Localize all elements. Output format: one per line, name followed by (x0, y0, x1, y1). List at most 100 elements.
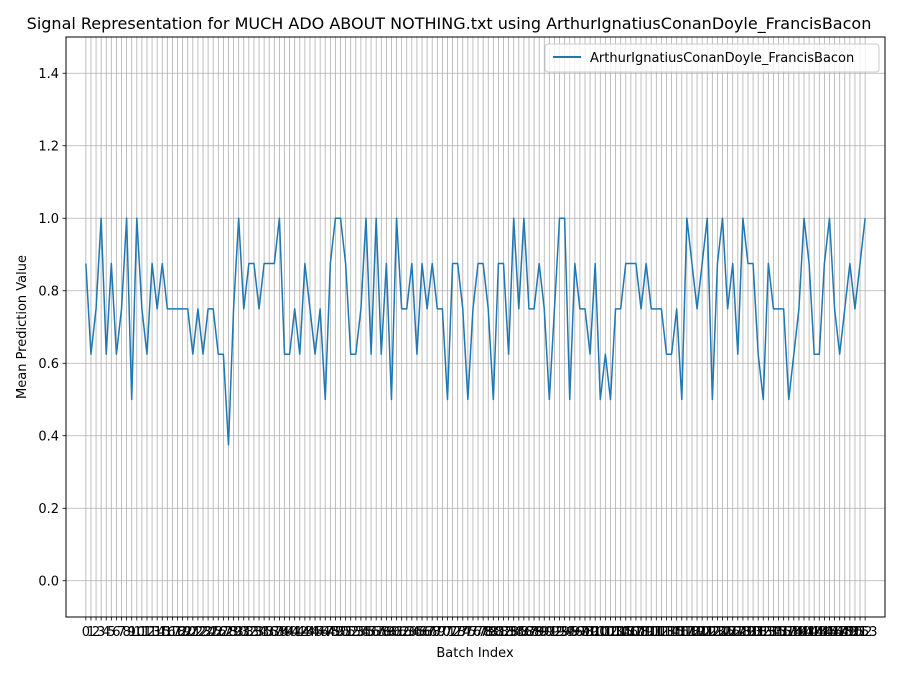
x-tick-label: 37 (266, 625, 283, 640)
x-tick-label: 54 (353, 625, 370, 640)
x-tick-label: 76 (465, 625, 482, 640)
x-tick-label: 15 (154, 625, 171, 640)
x-tick-label: 129 (730, 625, 755, 640)
x-tick-label: 42 (292, 625, 309, 640)
x-tick-label: 102 (593, 625, 618, 640)
x-tick-label: 78 (475, 625, 492, 640)
x-tick-label: 98 (577, 625, 594, 640)
x-tick-label: 101 (588, 625, 613, 640)
y-tick-label: 0.4 (38, 429, 59, 444)
x-tick-label: 148 (827, 625, 852, 640)
x-tick-label: 133 (751, 625, 776, 640)
x-tick-label: 139 (781, 625, 806, 640)
x-tick-label: 75 (460, 625, 477, 640)
x-tick-label: 106 (613, 625, 638, 640)
x-tick-label: 50 (332, 625, 349, 640)
x-tick-label: 27 (215, 625, 232, 640)
x-tick-label: 113 (649, 625, 674, 640)
x-tick-label: 38 (271, 625, 288, 640)
x-tick-label: 96 (567, 625, 584, 640)
x-tick-label: 22 (190, 625, 207, 640)
y-tick-label: 1.2 (38, 139, 59, 154)
x-tick-label: 95 (561, 625, 578, 640)
x-tick-label: 40 (281, 625, 298, 640)
x-tick-label: 127 (720, 625, 745, 640)
x-tick-label: 80 (485, 625, 502, 640)
x-tick-label: 66 (414, 625, 431, 640)
x-tick-label: 84 (505, 625, 522, 640)
x-tick-label: 52 (342, 625, 359, 640)
x-tick-label: 86 (516, 625, 533, 640)
plot-area: 0.00.20.40.60.81.01.21.4 012345678910111… (38, 36, 886, 640)
x-tick-label: 74 (454, 625, 471, 640)
x-tick-label: 68 (424, 625, 441, 640)
x-tick-label: 35 (256, 625, 273, 640)
x-tick-label: 73 (449, 625, 466, 640)
x-tick-label: 17 (164, 625, 181, 640)
x-tick-label: 100 (583, 625, 608, 640)
y-ticks: 0.0 0.2 0.4 0.6 0.8 1.0 1.2 1.4 (38, 67, 66, 589)
x-tick-label: 111 (639, 625, 664, 640)
x-tick-label: 121 (690, 625, 715, 640)
x-tick-label: 61 (388, 625, 405, 640)
x-tick-label: 137 (771, 625, 796, 640)
x-tick-label: 36 (261, 625, 278, 640)
x-tick-label: 114 (654, 625, 679, 640)
x-tick-label: 53 (348, 625, 365, 640)
x-tick-label: 140 (787, 625, 812, 640)
x-tick-label: 104 (603, 625, 628, 640)
x-tick-label: 87 (521, 625, 538, 640)
x-tick-label: 30 (230, 625, 247, 640)
x-tick-label: 58 (373, 625, 390, 640)
x-tick-label: 85 (511, 625, 528, 640)
x-tick-label: 152 (848, 625, 873, 640)
x-tick-label: 71 (439, 625, 456, 640)
x-tick-label: 132 (746, 625, 771, 640)
x-tick-label: 32 (241, 625, 258, 640)
x-tick-label: 90 (536, 625, 553, 640)
x-tick-label: 3 (97, 625, 105, 640)
x-tick-label: 19 (174, 625, 191, 640)
x-ticks: 0123456789101112131415161718192021222324… (82, 617, 878, 640)
x-tick-label: 97 (572, 625, 589, 640)
x-tick-label: 0 (82, 625, 90, 640)
x-tick-label: 117 (669, 625, 694, 640)
x-tick-label: 136 (766, 625, 791, 640)
x-tick-label: 5 (107, 625, 115, 640)
x-tick-label: 24 (200, 625, 217, 640)
x-tick-label: 125 (710, 625, 735, 640)
x-tick-label: 118 (674, 625, 699, 640)
y-tick-label: 0.6 (38, 357, 59, 372)
x-tick-label: 11 (134, 625, 151, 640)
x-tick-label: 2 (92, 625, 100, 640)
x-tick-label: 143 (802, 625, 827, 640)
chart-title: Signal Representation for MUCH ADO ABOUT… (27, 14, 872, 34)
x-tick-label: 112 (644, 625, 669, 640)
x-tick-label: 13 (144, 625, 161, 640)
x-tick-label: 109 (629, 625, 654, 640)
x-tick-label: 145 (812, 625, 837, 640)
x-tick-label: 116 (664, 625, 689, 640)
x-tick-label: 25 (205, 625, 222, 640)
x-tick-label: 47 (317, 625, 334, 640)
x-tick-label: 43 (297, 625, 314, 640)
x-tick-label: 120 (685, 625, 710, 640)
axes-frame (65, 36, 886, 618)
x-tick-label: 41 (286, 625, 303, 640)
x-tick-label: 150 (837, 625, 862, 640)
x-tick-label: 124 (705, 625, 730, 640)
x-tick-label: 29 (225, 625, 242, 640)
x-tick-label: 103 (598, 625, 623, 640)
x-tick-label: 130 (736, 625, 761, 640)
x-tick-label: 149 (832, 625, 857, 640)
y-tick-label: 1.4 (38, 67, 59, 82)
x-tick-label: 62 (393, 625, 410, 640)
x-tick-label: 57 (368, 625, 385, 640)
x-tick-label: 20 (179, 625, 196, 640)
x-tick-label: 147 (822, 625, 847, 640)
x-tick-label: 79 (480, 625, 497, 640)
x-tick-label: 81 (490, 625, 507, 640)
x-tick-label: 77 (470, 625, 487, 640)
x-tick-label: 60 (383, 625, 400, 640)
x-tick-label: 7 (117, 625, 125, 640)
